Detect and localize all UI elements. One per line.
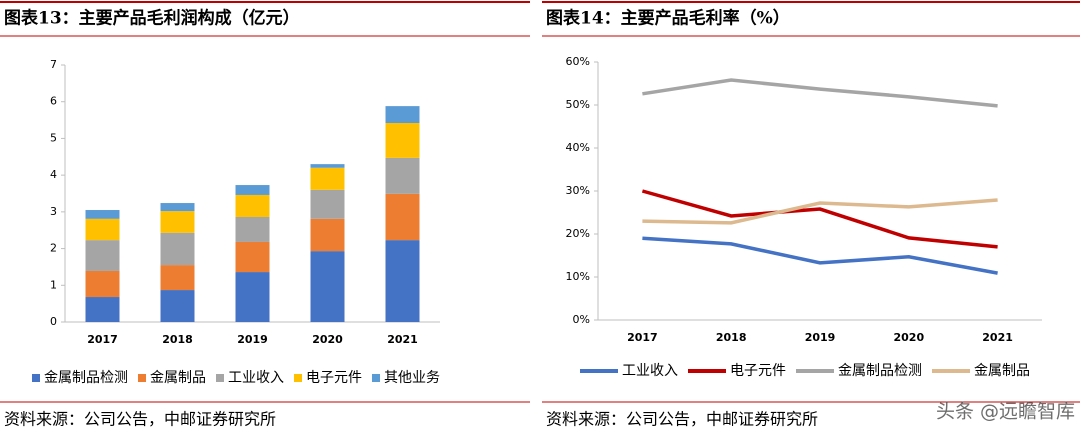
y-tick-label: 10% [566,270,590,283]
x-tick-label: 2021 [982,331,1013,344]
bar-segment [235,216,270,242]
legend-swatch [32,374,40,382]
bar-segment [85,218,120,241]
bar-segment [160,232,195,266]
legend-label: 电子元件 [306,370,362,386]
bar-segment [235,241,270,273]
x-tick-label: 2018 [716,331,747,344]
legend-label: 金属制品检测 [838,363,922,379]
legend-label: 金属制品 [974,363,1030,379]
y-tick-label: 60% [566,55,590,68]
bar-segment [85,210,120,219]
y-tick-label: 4 [50,168,57,181]
y-tick-label: 7 [50,58,57,71]
bar-segment [160,203,195,212]
bar-segment [235,272,270,322]
bar-segment [310,218,345,252]
bar-segment [235,194,270,217]
legend-label: 金属制品 [150,370,206,386]
bar-segment [85,240,120,271]
x-tick-label: 2019 [805,331,836,344]
bar-segment [160,265,195,291]
x-tick-label: 2017 [87,333,118,346]
legend-swatch [294,374,302,382]
x-tick-label: 2018 [162,333,193,346]
bar-segment [385,123,420,158]
legend-label: 电子元件 [730,363,786,379]
x-tick-label: 2020 [893,331,924,344]
bar-segment [385,193,420,241]
legend-label: 工业收入 [228,370,284,386]
y-tick-label: 30% [566,184,590,197]
bar-segment [385,106,420,124]
line [642,78,998,108]
legend-swatch [216,374,224,382]
legend-label: 工业收入 [622,363,678,379]
legend-label: 金属制品检测 [44,370,128,386]
y-tick-label: 50% [566,98,590,111]
line [641,189,998,249]
watermark: 头条 @远瞻智库 [936,401,1075,423]
x-tick-label: 2021 [387,333,418,346]
bar-segment [85,297,120,322]
y-tick-label: 0% [573,313,590,326]
bar-segment [310,189,345,219]
bar-segment [85,270,120,298]
line [642,198,998,225]
chart-title: 图表13：主要产品毛利润构成（亿元） [4,8,300,29]
y-tick-label: 6 [50,95,57,108]
source: 资料来源：公司公告，中邮证券研究所 [546,410,818,429]
y-tick-label: 5 [50,131,57,144]
source: 资料来源：公司公告，中邮证券研究所 [4,410,276,429]
bar-segment [385,240,420,322]
x-tick-label: 2020 [312,333,343,346]
bar-segment [310,164,345,168]
y-tick-label: 20% [566,227,590,240]
y-tick-label: 0 [50,315,57,328]
bar-segment [160,290,195,322]
legend-swatch [372,374,380,382]
bar-segment [310,167,345,190]
y-tick-label: 40% [566,141,590,154]
bar-segment [160,211,195,233]
bar-segment [310,251,345,322]
y-tick-label: 3 [50,205,57,218]
bar-segment [385,157,420,194]
x-tick-label: 2019 [237,333,268,346]
x-tick-label: 2017 [627,331,658,344]
legend-swatch [138,374,146,382]
chart-title: 图表14：主要产品毛利率（%） [546,8,790,29]
line [642,236,998,275]
legend-label: 其他业务 [384,370,440,386]
y-tick-label: 1 [50,278,57,291]
y-tick-label: 2 [50,242,57,255]
bar-segment [235,185,270,195]
